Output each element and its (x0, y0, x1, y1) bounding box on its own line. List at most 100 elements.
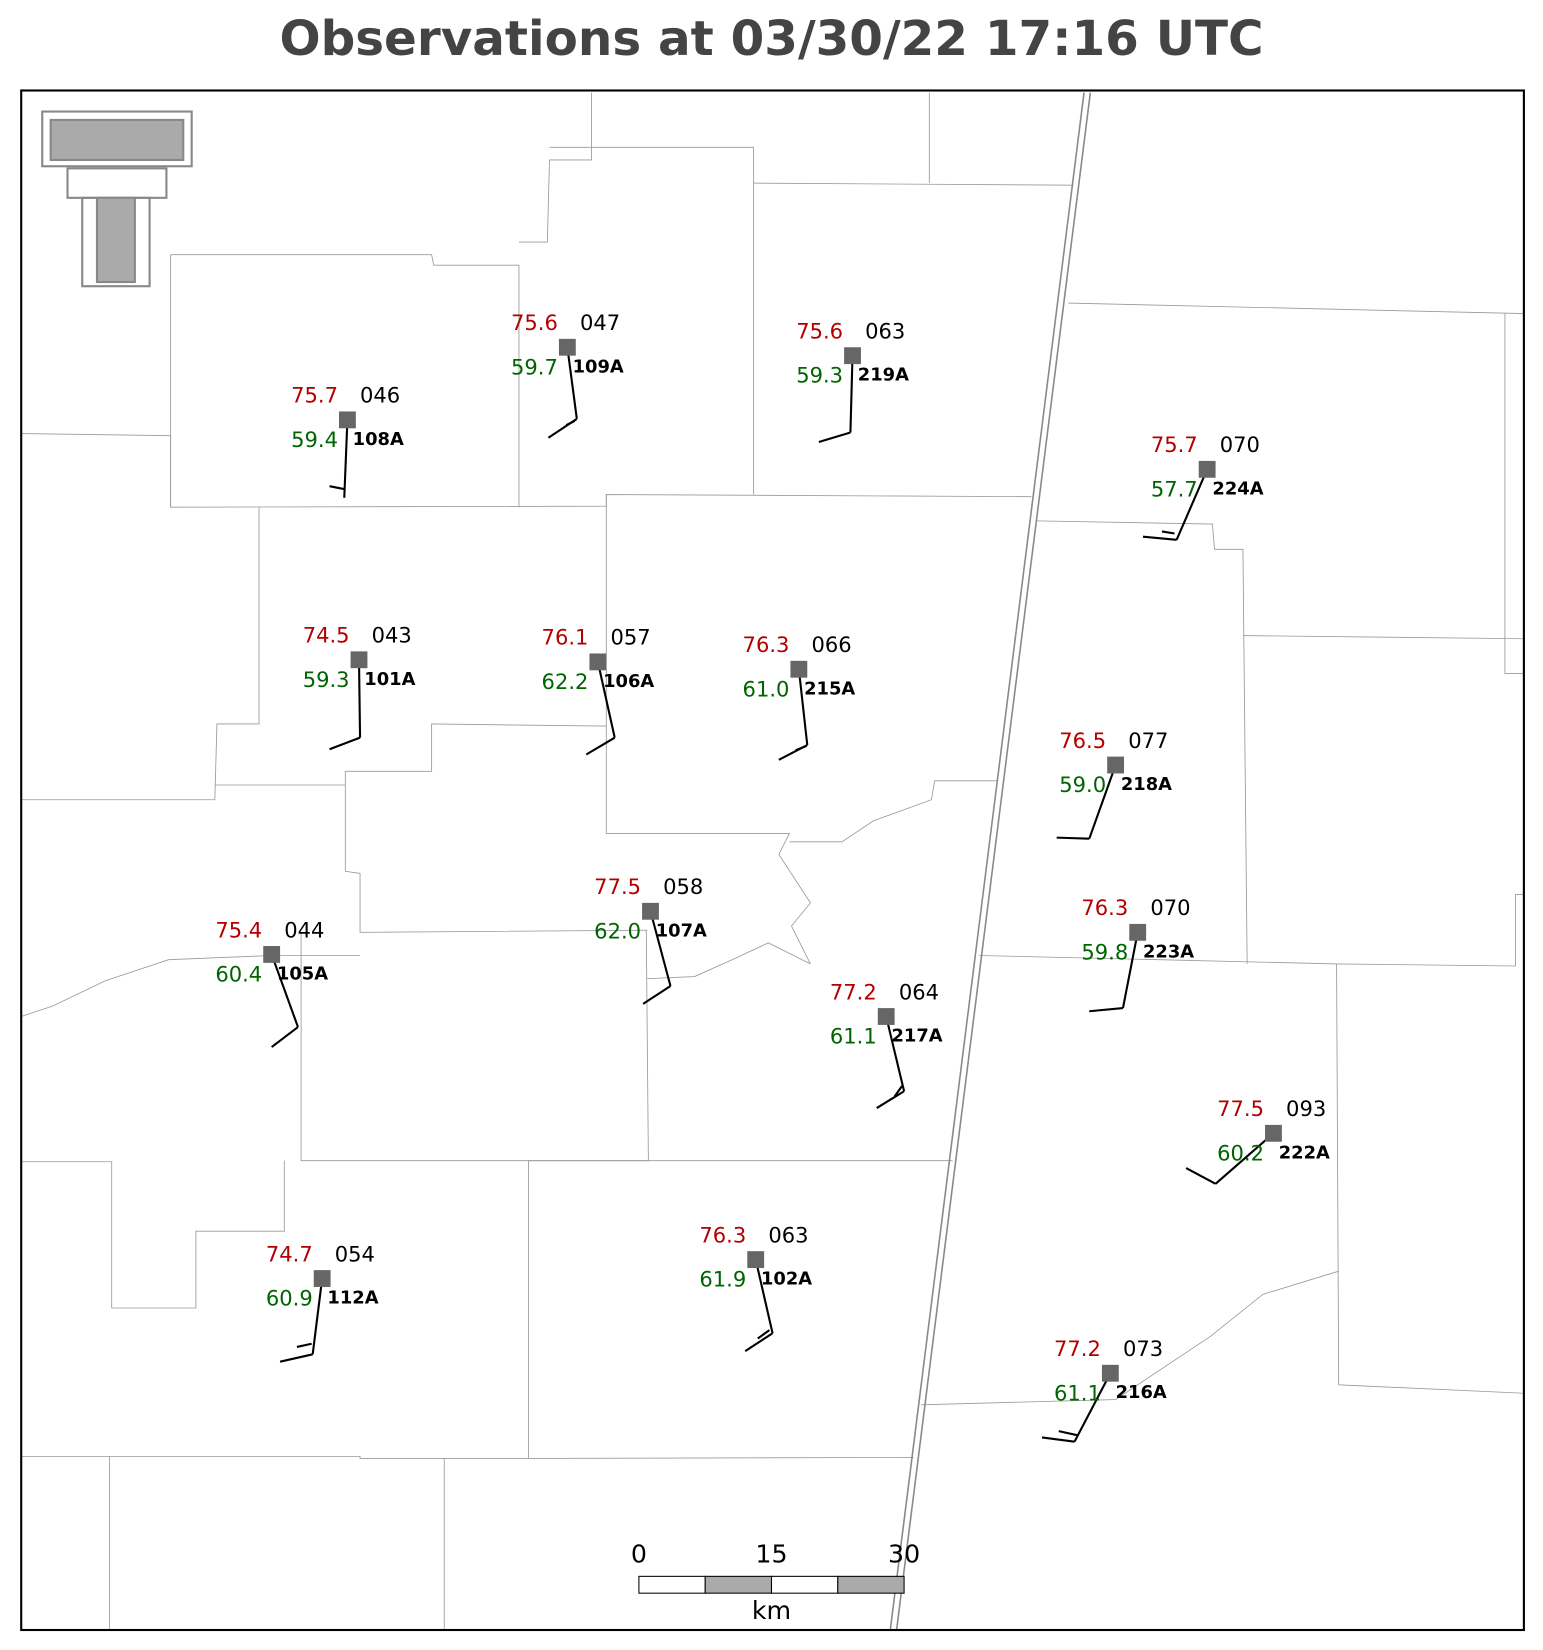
temperature: 75.7 (1151, 432, 1198, 457)
dewpoint: 59.0 (1059, 772, 1106, 797)
station: 76.3 61.9 063 102A (699, 1222, 812, 1353)
station-id: 222A (1279, 1142, 1330, 1163)
wind-barb (818, 431, 851, 443)
station: 76.5 59.0 077 218A (1056, 728, 1172, 840)
wind-barb (329, 736, 361, 751)
station-id: 109A (573, 356, 624, 377)
pressure: 070 (1220, 432, 1260, 457)
temperature: 75.7 (291, 383, 338, 408)
scale-segment (704, 1575, 773, 1594)
station-id: 215A (804, 678, 855, 699)
dewpoint: 61.1 (1054, 1380, 1101, 1405)
station-marker (1129, 923, 1147, 941)
wind-shaft (849, 355, 854, 433)
station-marker (350, 651, 368, 669)
temperature: 77.5 (1217, 1096, 1264, 1121)
wind-barb (642, 985, 672, 1005)
temperature: 76.3 (699, 1222, 746, 1247)
station-marker (1198, 460, 1216, 478)
station: 75.7 59.4 046 108A (291, 383, 404, 498)
station-marker (313, 1270, 331, 1287)
scale-segment (837, 1575, 905, 1594)
station-marker (1101, 1364, 1119, 1382)
station-id: 108A (353, 429, 404, 450)
station-id: 217A (891, 1026, 942, 1047)
dewpoint: 57.7 (1151, 476, 1198, 501)
dewpoint: 60.9 (266, 1286, 313, 1311)
map-frame (20, 89, 1525, 1632)
temperature: 76.5 (1059, 728, 1106, 753)
station: 76.3 61.0 066 215A (743, 632, 855, 761)
wind-shaft (270, 954, 299, 1028)
station-id: 105A (277, 963, 328, 984)
station-id: 216A (1116, 1382, 1167, 1403)
pressure: 046 (360, 383, 400, 408)
wind-shaft (797, 669, 809, 746)
wind-barb (1058, 1430, 1078, 1437)
pressure: 070 (1150, 895, 1190, 920)
station-marker (1107, 756, 1125, 774)
wind-shaft (1214, 1132, 1275, 1185)
station: 74.5 59.3 043 101A (303, 623, 416, 751)
pressure: 043 (372, 623, 412, 648)
station-id: 102A (761, 1269, 812, 1290)
station-marker (263, 946, 281, 963)
dewpoint: 61.9 (699, 1267, 746, 1292)
wind-barb (1041, 1436, 1075, 1443)
wind-barb (271, 1026, 299, 1048)
temperature: 74.7 (266, 1241, 313, 1266)
dewpoint: 60.2 (1217, 1140, 1264, 1165)
scale-unit: km (752, 1596, 791, 1625)
station-id: 224A (1212, 478, 1263, 499)
station-marker (558, 338, 576, 356)
wind-barb (1142, 535, 1177, 541)
station-marker (589, 653, 607, 671)
wind-barb (744, 1332, 774, 1353)
scale-label: 30 (888, 1539, 920, 1568)
pressure: 058 (663, 874, 703, 899)
dewpoint: 59.3 (303, 667, 350, 692)
dewpoint: 62.2 (542, 669, 589, 694)
temperature: 77.2 (830, 979, 877, 1004)
station: 77.5 62.0 058 107A (594, 874, 707, 1005)
dewpoint: 59.4 (291, 427, 338, 452)
pressure: 057 (610, 625, 650, 650)
wind-barb (1056, 836, 1090, 840)
scale-label: 0 (631, 1539, 647, 1568)
pressure: 093 (1286, 1096, 1326, 1121)
wind-shaft (1175, 468, 1209, 541)
pressure: 077 (1128, 728, 1168, 753)
station: 75.6 59.7 047 109A (511, 310, 624, 439)
station-id: 101A (364, 669, 415, 690)
pressure: 044 (284, 917, 324, 942)
pressure: 047 (580, 310, 620, 335)
dewpoint: 61.1 (830, 1024, 877, 1049)
station: 77.5 60.2 093 222A (1185, 1096, 1330, 1185)
scale-bar: 0 15 30 km (631, 1539, 920, 1625)
station-marker (642, 902, 659, 920)
station-id: 106A (603, 671, 654, 692)
stations: 75.7 59.4 046 108A 75.6 59.7 047 109A 75.6 59.3 06… (215, 310, 1330, 1443)
county-lines (21, 92, 1524, 1629)
station-id: 223A (1143, 941, 1194, 962)
dewpoint: 59.8 (1081, 939, 1128, 964)
wind-barb (1185, 1167, 1217, 1185)
wind-shaft (357, 659, 362, 738)
station: 76.3 59.8 070 223A (1081, 895, 1194, 1013)
dewpoint: 62.0 (594, 918, 641, 943)
map-title: Observations at 03/30/22 17:16 UTC (279, 11, 1263, 67)
wind-shaft (311, 1278, 324, 1355)
temperature: 75.6 (796, 319, 843, 344)
wind-barb (757, 1329, 771, 1340)
station-marker (844, 347, 861, 365)
wind-barb (1089, 1007, 1124, 1013)
pressure: 066 (811, 632, 851, 657)
scale-segment (638, 1575, 706, 1594)
station: 74.7 60.9 054 112A (266, 1241, 379, 1363)
dewpoint: 60.4 (215, 961, 262, 986)
logo (41, 110, 193, 288)
wind-shaft (1121, 932, 1139, 1009)
wind-shaft (343, 419, 349, 498)
dewpoint: 61.0 (743, 676, 790, 701)
